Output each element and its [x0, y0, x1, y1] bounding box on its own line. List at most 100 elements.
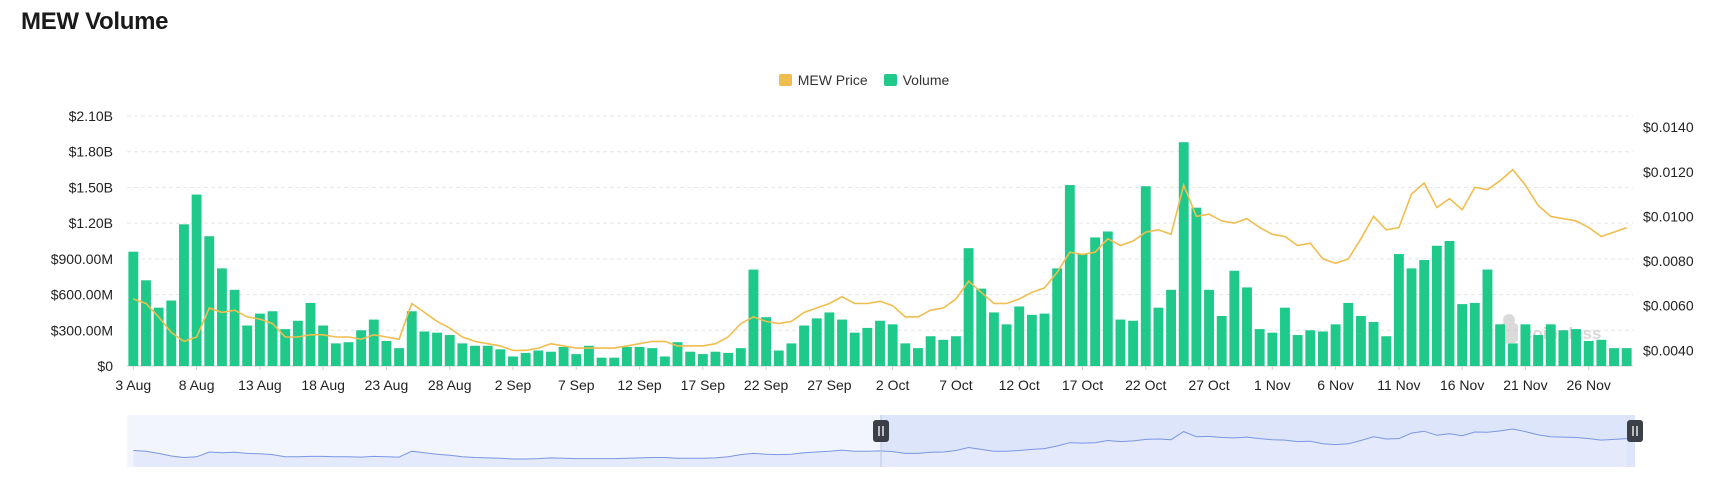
volume-bar[interactable]: [1583, 341, 1594, 366]
volume-bar[interactable]: [1064, 185, 1075, 366]
volume-bar[interactable]: [685, 351, 696, 366]
volume-bar[interactable]: [672, 342, 683, 366]
volume-bar[interactable]: [849, 332, 860, 366]
volume-bar[interactable]: [761, 317, 772, 366]
volume-bar[interactable]: [634, 346, 645, 366]
volume-bar[interactable]: [900, 343, 911, 366]
volume-bar[interactable]: [1216, 316, 1227, 366]
volume-bar[interactable]: [533, 350, 544, 366]
volume-bar[interactable]: [1431, 245, 1442, 366]
volume-bar[interactable]: [1026, 314, 1037, 366]
volume-bar[interactable]: [1393, 254, 1404, 366]
volume-bar[interactable]: [520, 352, 531, 366]
volume-bar[interactable]: [280, 329, 291, 366]
volume-bar[interactable]: [216, 268, 227, 366]
volume-bar[interactable]: [1558, 330, 1569, 366]
volume-bar[interactable]: [1115, 319, 1126, 366]
volume-bar[interactable]: [1419, 260, 1430, 366]
volume-bar[interactable]: [1280, 307, 1290, 366]
volume-bar[interactable]: [925, 336, 936, 366]
volume-bar[interactable]: [1318, 331, 1328, 366]
volume-bar[interactable]: [1355, 316, 1366, 366]
volume-bar[interactable]: [153, 307, 164, 366]
volume-bar[interactable]: [318, 325, 329, 366]
volume-bar[interactable]: [1267, 332, 1278, 366]
volume-bar[interactable]: [1545, 324, 1556, 366]
volume-bar[interactable]: [1229, 270, 1240, 366]
volume-bar[interactable]: [1242, 287, 1252, 366]
volume-bar[interactable]: [1001, 324, 1012, 366]
volume-bar[interactable]: [1596, 339, 1607, 366]
volume-bar[interactable]: [963, 248, 974, 366]
volume-bar[interactable]: [495, 349, 506, 366]
volume-bar[interactable]: [1254, 329, 1265, 366]
volume-bar[interactable]: [723, 352, 734, 366]
volume-bar[interactable]: [799, 325, 810, 366]
volume-bar[interactable]: [824, 312, 835, 366]
navigator[interactable]: [127, 415, 1643, 467]
volume-bar[interactable]: [647, 348, 658, 366]
volume-bar[interactable]: [862, 327, 873, 366]
volume-bar[interactable]: [697, 354, 708, 366]
volume-bar[interactable]: [1520, 324, 1531, 366]
volume-bar[interactable]: [1077, 254, 1088, 366]
volume-bar[interactable]: [1444, 241, 1455, 366]
volume-bar[interactable]: [583, 345, 594, 366]
volume-bar[interactable]: [976, 288, 987, 366]
volume-bar[interactable]: [381, 341, 392, 366]
volume-bar[interactable]: [191, 194, 202, 366]
volume-bar[interactable]: [1140, 186, 1151, 366]
volume-bar[interactable]: [1330, 324, 1341, 366]
volume-bar[interactable]: [887, 324, 898, 366]
volume-bar[interactable]: [254, 313, 265, 366]
volume-bar[interactable]: [1609, 348, 1619, 366]
volume-bar[interactable]: [1178, 142, 1189, 366]
volume-bar[interactable]: [811, 318, 822, 366]
volume-bar[interactable]: [419, 331, 430, 366]
volume-bar[interactable]: [343, 342, 354, 366]
volume-bar[interactable]: [330, 343, 341, 366]
volume-bar[interactable]: [950, 336, 961, 366]
volume-bar[interactable]: [470, 345, 480, 366]
volume-bar[interactable]: [1090, 237, 1101, 366]
volume-bar[interactable]: [571, 354, 582, 366]
volume-bar[interactable]: [444, 335, 455, 366]
volume-bar[interactable]: [1571, 329, 1581, 366]
volume-bar[interactable]: [1621, 348, 1632, 366]
volume-bar[interactable]: [368, 319, 379, 366]
volume-bar[interactable]: [748, 269, 759, 366]
volume-bar[interactable]: [242, 325, 253, 366]
volume-bar[interactable]: [229, 289, 240, 366]
volume-bar[interactable]: [508, 356, 518, 366]
volume-bar[interactable]: [457, 343, 468, 366]
volume-bar[interactable]: [875, 320, 885, 366]
volume-bar[interactable]: [1166, 289, 1177, 366]
volume-bar[interactable]: [204, 236, 215, 366]
volume-bar[interactable]: [356, 330, 367, 366]
navigator-right-handle[interactable]: [1627, 420, 1643, 442]
volume-bar[interactable]: [988, 312, 999, 366]
volume-bar[interactable]: [1343, 302, 1354, 366]
volume-bar[interactable]: [1482, 269, 1493, 366]
volume-bar[interactable]: [786, 343, 797, 366]
volume-bar[interactable]: [432, 332, 442, 366]
volume-bar[interactable]: [128, 251, 139, 366]
volume-bar[interactable]: [1128, 320, 1139, 366]
volume-bar[interactable]: [837, 319, 847, 366]
navigator-left-handle[interactable]: [873, 420, 889, 442]
volume-bar[interactable]: [292, 320, 303, 366]
volume-bar[interactable]: [621, 346, 632, 366]
volume-bar[interactable]: [1495, 324, 1506, 366]
volume-bar[interactable]: [596, 357, 607, 366]
volume-bar[interactable]: [482, 345, 493, 366]
volume-bar[interactable]: [1153, 307, 1164, 366]
volume-bar[interactable]: [141, 280, 151, 366]
volume-bar[interactable]: [558, 346, 569, 366]
volume-bar[interactable]: [1381, 336, 1392, 366]
volume-bar[interactable]: [1014, 306, 1025, 366]
volume-bar[interactable]: [913, 348, 923, 366]
volume-bar[interactable]: [1507, 343, 1518, 366]
volume-bar[interactable]: [1406, 268, 1417, 366]
volume-bar[interactable]: [1457, 304, 1468, 366]
volume-bar[interactable]: [1039, 313, 1050, 366]
